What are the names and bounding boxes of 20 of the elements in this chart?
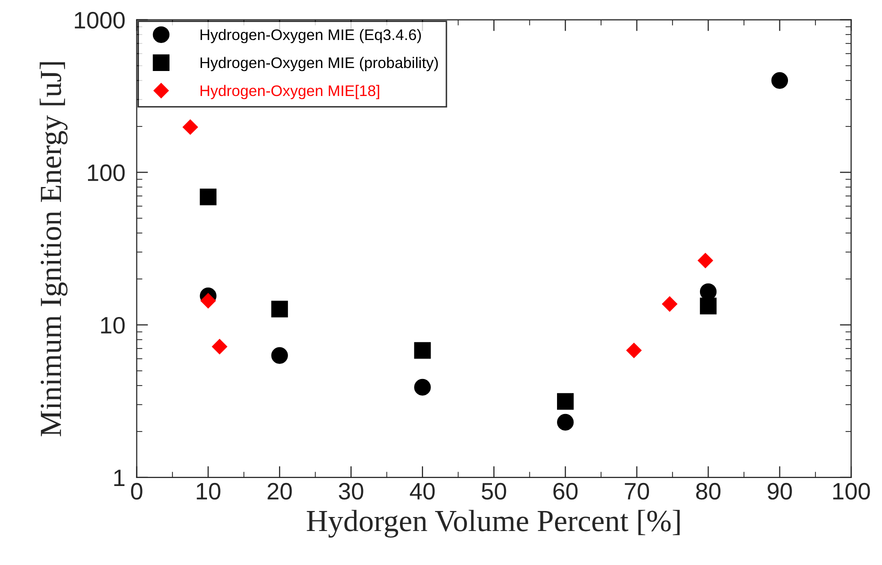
y-tick-label: 10 — [101, 316, 125, 334]
x-tick-label: 90 — [768, 482, 792, 500]
x-tick-label: 100 — [833, 482, 870, 500]
x-tick-label: 40 — [410, 482, 435, 500]
y-tick-label: 1000 — [74, 12, 125, 29]
legend-label: Hydrogen-Oxygen MIE (probability) — [200, 56, 438, 72]
legend-label: Hydrogen-Oxygen MIE[18] — [200, 84, 380, 100]
x-tick-label: 0 — [131, 482, 142, 500]
x-tick-label: 80 — [696, 482, 720, 500]
x-tick-label: 50 — [482, 482, 506, 500]
x-tick-label: 70 — [624, 482, 650, 500]
x-tick-label: 10 — [196, 482, 220, 500]
y-tick-label: 1 — [114, 470, 124, 486]
x-tick-label: 20 — [268, 482, 292, 500]
x-tick-label: 60 — [553, 482, 578, 500]
legend-label: Hydrogen-Oxygen MIE (Eq3.4.6) — [200, 28, 421, 44]
y-axis-title: Minimum Ignition Energy [uJ] — [40, 62, 68, 436]
x-tick-label: 30 — [338, 482, 364, 500]
x-axis-title: Hydorgen Volume Percent [%] — [306, 510, 680, 538]
y-tick-label: 100 — [88, 164, 125, 182]
